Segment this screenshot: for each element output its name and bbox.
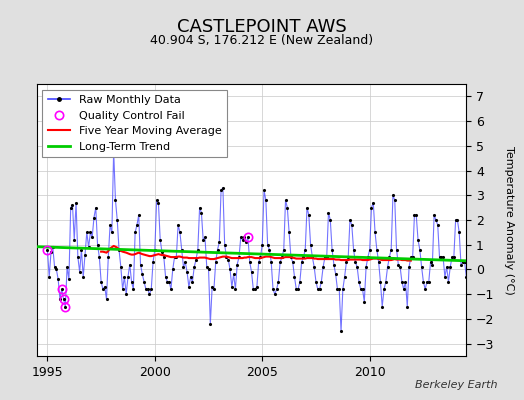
Text: Berkeley Earth: Berkeley Earth xyxy=(416,380,498,390)
Text: CASTLEPOINT AWS: CASTLEPOINT AWS xyxy=(177,18,347,36)
Legend: Raw Monthly Data, Quality Control Fail, Five Year Moving Average, Long-Term Tren: Raw Monthly Data, Quality Control Fail, … xyxy=(42,90,227,157)
Y-axis label: Temperature Anomaly (°C): Temperature Anomaly (°C) xyxy=(504,146,514,294)
Text: 40.904 S, 176.212 E (New Zealand): 40.904 S, 176.212 E (New Zealand) xyxy=(150,34,374,47)
